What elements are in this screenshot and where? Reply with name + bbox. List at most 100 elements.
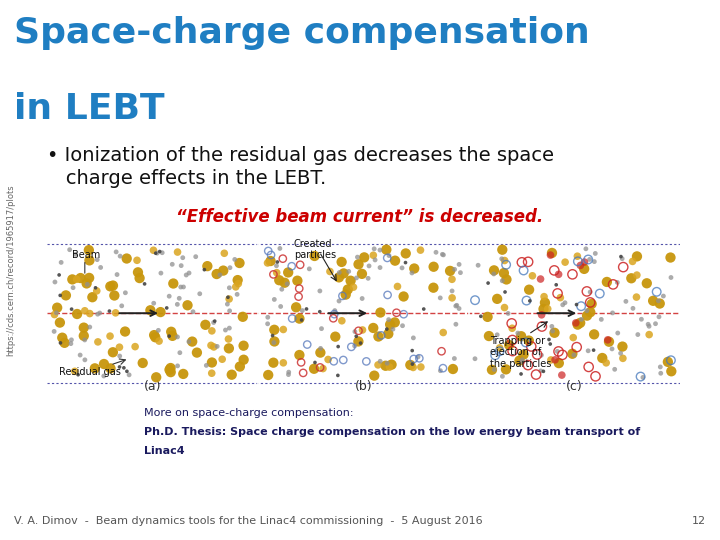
Point [367, 323, 379, 332]
Point [447, 364, 459, 373]
Point [155, 269, 166, 278]
Point [302, 340, 313, 349]
Point [454, 268, 466, 277]
Point [151, 249, 163, 258]
Point [383, 315, 395, 324]
Point [131, 256, 143, 265]
Point [92, 310, 104, 319]
Point [446, 287, 458, 295]
Point [201, 361, 212, 370]
Point [382, 329, 394, 338]
Point [364, 261, 375, 270]
Point [571, 343, 582, 352]
Point [268, 359, 279, 367]
Point [518, 266, 529, 275]
Point [78, 332, 89, 340]
Point [294, 314, 305, 323]
Point [349, 342, 361, 350]
Point [549, 355, 561, 364]
Point [120, 327, 131, 336]
Point [572, 257, 584, 266]
Point [278, 359, 289, 367]
Point [191, 348, 202, 357]
Point [631, 252, 643, 261]
Point [405, 361, 416, 369]
Point [475, 312, 487, 321]
Point [618, 263, 629, 272]
Point [434, 294, 446, 302]
Point [286, 262, 297, 271]
Point [199, 321, 211, 329]
Point [553, 347, 564, 356]
Point [518, 350, 529, 359]
Point [497, 276, 508, 285]
Point [209, 317, 220, 326]
Point [545, 356, 557, 364]
Point [585, 298, 596, 307]
Point [314, 307, 325, 316]
Point [167, 332, 179, 340]
Point [617, 354, 629, 363]
Point [294, 350, 305, 359]
Point [328, 314, 339, 322]
Point [400, 258, 411, 267]
Point [662, 357, 674, 366]
Point [166, 327, 177, 336]
Point [60, 291, 72, 300]
Point [55, 291, 66, 300]
Point [600, 359, 612, 367]
Point [581, 287, 593, 296]
Point [269, 295, 280, 304]
Point [496, 254, 508, 263]
Point [497, 245, 508, 254]
Point [176, 261, 187, 270]
Point [262, 320, 274, 328]
Point [415, 363, 427, 372]
Point [601, 278, 613, 286]
Text: 12: 12 [691, 516, 706, 526]
Point [230, 282, 241, 291]
Point [110, 247, 122, 256]
Point [262, 313, 274, 322]
Point [237, 313, 248, 321]
Point [153, 326, 164, 335]
Point [161, 303, 173, 312]
Point [526, 272, 538, 280]
Point [391, 308, 402, 317]
Point [498, 269, 510, 278]
Point [155, 308, 166, 316]
Point [132, 268, 144, 276]
Point [538, 367, 549, 376]
Point [163, 332, 175, 340]
Point [271, 258, 283, 266]
Point [234, 362, 246, 371]
Point [616, 254, 628, 263]
Point [309, 358, 320, 367]
Point [644, 330, 655, 339]
Text: Space-charge compensation: Space-charge compensation [14, 16, 590, 50]
Point [570, 319, 582, 327]
Point [55, 258, 67, 267]
Point [536, 351, 547, 360]
Point [274, 244, 286, 253]
Point [361, 357, 372, 366]
Point [184, 269, 195, 278]
Point [546, 327, 558, 335]
Point [665, 273, 677, 282]
Point [655, 369, 667, 377]
Point [472, 261, 484, 269]
Point [454, 304, 465, 313]
Point [620, 297, 631, 306]
Point [49, 278, 60, 286]
Point [415, 246, 426, 254]
Point [444, 267, 456, 275]
Point [499, 288, 510, 296]
Point [269, 326, 280, 334]
Point [454, 260, 465, 269]
Point [581, 312, 593, 320]
Point [567, 349, 578, 358]
Point [223, 344, 235, 353]
Point [549, 328, 560, 337]
Point [137, 359, 148, 367]
Point [513, 356, 525, 365]
